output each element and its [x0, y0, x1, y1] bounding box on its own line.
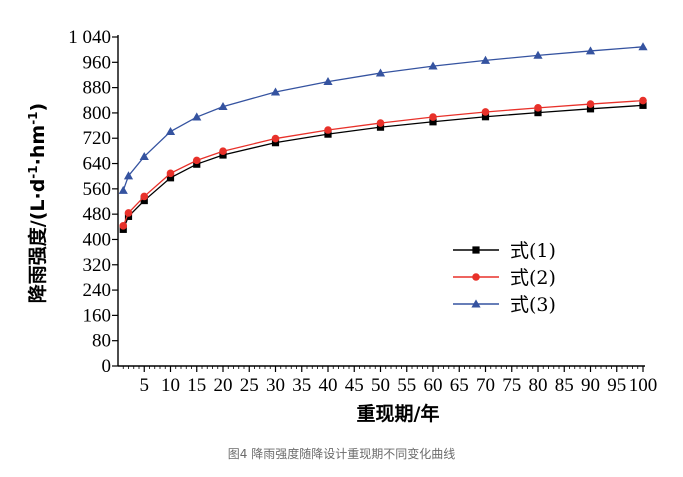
legend-item-3: 式(3) [453, 294, 556, 316]
y-tick-label: 560 [83, 179, 112, 200]
x-tick-label: 45 [345, 375, 364, 396]
series-3-point [118, 185, 128, 194]
legend-label: 式(1) [510, 240, 556, 262]
y-tick-label: 240 [83, 280, 112, 301]
series-2-point [586, 100, 595, 108]
series-1-point [271, 139, 280, 147]
series-3-point [323, 77, 333, 86]
series-2-point [429, 113, 437, 121]
series-3-point [165, 126, 176, 136]
x-tick-label: 100 [629, 375, 658, 396]
y-tick-label: 320 [83, 255, 112, 276]
series-2-point [119, 222, 128, 230]
x-tick-label: 65 [450, 375, 469, 396]
y-axis: 0 80 160 240 320 400 480 560 640 720 800 880 960 1 04… [68, 27, 119, 377]
legend: 式(1) 式(2) 式(3) [453, 240, 556, 316]
y-axis-title-mid: ·hm [27, 125, 49, 166]
series-2-point [166, 169, 175, 178]
x-tick-label: 90 [581, 375, 600, 396]
series-2-point [219, 147, 227, 156]
y-tick-label: 80 [92, 331, 111, 352]
y-axis-title: 降雨强度/(L·d-1·hm-1) [26, 103, 49, 303]
y-tick-label: 880 [83, 78, 112, 99]
series-2-point [192, 156, 201, 165]
x-tick-label: 40 [319, 375, 338, 396]
series-3-point [139, 151, 149, 161]
y-tick-label: 1 040 [68, 27, 111, 48]
y-tick-label: 0 [102, 356, 112, 377]
series-1-point [586, 105, 595, 113]
x-tick-label: 50 [371, 375, 390, 396]
series-3-point [428, 61, 438, 70]
series-1-point [324, 130, 332, 138]
legend-swatch-marker [472, 246, 480, 254]
series-layer [118, 42, 648, 233]
x-tick-label: 95 [607, 375, 626, 396]
y-axis-title-sup-1: -1 [26, 165, 40, 178]
series-2-point [376, 119, 385, 127]
x-tick-label: 15 [187, 375, 206, 396]
series-3-point [375, 68, 386, 77]
x-tick-label: 85 [555, 375, 574, 396]
x-tick-label: 55 [397, 375, 416, 396]
y-tick-label: 960 [83, 52, 112, 73]
series-1-point [166, 174, 175, 182]
x-tick-label: 70 [476, 375, 495, 396]
x-tick-label: 20 [214, 375, 233, 396]
legend-swatch-marker [471, 299, 481, 308]
series-2-point [271, 134, 280, 143]
y-tick-label: 480 [83, 204, 112, 225]
x-axis: 5 10 15 20 25 30 35 40 45 50 55 60 65 70 75 80 85 90 95 100 [118, 365, 658, 396]
series-1-point [376, 123, 385, 131]
y-tick-label: 400 [83, 229, 112, 250]
series-1-line [122, 104, 644, 230]
series-3-point [218, 101, 228, 111]
x-tick-label: 30 [266, 375, 285, 396]
series-2-line [122, 99, 644, 227]
series-2-point [639, 96, 647, 105]
series-1-point [429, 118, 437, 126]
x-tick-label: 10 [161, 375, 180, 396]
legend-item-2: 式(2) [453, 267, 556, 289]
legend-swatch-marker [472, 273, 480, 281]
x-tick-label: 80 [529, 375, 548, 396]
y-axis-title-main: 降雨强度/(L·d [26, 179, 49, 304]
x-tick-label: 25 [240, 375, 259, 396]
series-3-point [480, 55, 491, 64]
series-3-point [533, 50, 543, 59]
series-2 [119, 96, 647, 230]
series-2-point [534, 104, 542, 112]
legend-label: 式(3) [510, 294, 556, 316]
series-2-point [324, 126, 332, 134]
series-2-point [124, 209, 133, 217]
x-tick-label: 75 [502, 375, 521, 396]
y-tick-label: 640 [83, 154, 112, 175]
series-1-point [140, 196, 148, 205]
series-3-point [270, 87, 281, 96]
series-3-line [122, 46, 644, 191]
x-tick-label: 35 [292, 375, 311, 396]
y-axis-title-end: ) [27, 103, 49, 112]
series-3-point [585, 46, 596, 55]
y-tick-label: 160 [83, 305, 112, 326]
series-2-point [481, 108, 490, 116]
series-2-point [140, 192, 149, 201]
y-tick-label: 720 [83, 128, 112, 149]
series-3 [118, 42, 648, 194]
series-3-point [123, 171, 134, 180]
legend-label: 式(2) [510, 267, 556, 289]
series-3-point [638, 42, 648, 51]
series-3-point [192, 112, 202, 121]
y-tick-label: 800 [83, 103, 112, 124]
series-1-point [481, 113, 490, 121]
x-axis-title: 重现期/年 [357, 402, 440, 425]
figure-caption: 图4 降雨强度随降设计重现期不同变化曲线 [227, 447, 456, 461]
y-axis-title-sup-2: -1 [26, 111, 40, 124]
x-tick-label: 60 [424, 375, 443, 396]
legend-item-1: 式(1) [453, 240, 556, 262]
series-1-point [639, 101, 647, 109]
series-1-point [534, 109, 542, 117]
x-tick-label: 5 [140, 375, 150, 396]
